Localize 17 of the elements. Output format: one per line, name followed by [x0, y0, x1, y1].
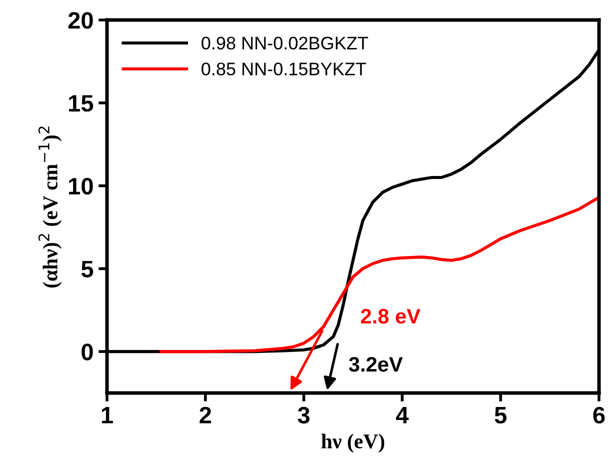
- y-tick-label: 5: [81, 260, 94, 278]
- x-tick-label: 2: [200, 406, 212, 424]
- x-tick-label: 4: [396, 407, 409, 424]
- legend-label: 0.98 NN-0.02BGKZT: [202, 36, 368, 50]
- y-tick-label: 10: [69, 178, 93, 195]
- y-tick-label: 15: [69, 95, 94, 112]
- annotation: 2.8 eV: [361, 308, 420, 324]
- x-axis-title: hν (eV): [321, 434, 384, 453]
- y-tick-label: 0: [82, 344, 93, 360]
- x-tick-label: 1: [102, 407, 113, 424]
- annotation: 3.2eV: [348, 356, 403, 372]
- x-tick-label: 5: [494, 407, 507, 424]
- y-axis-title: (αhν)$^{2}$ (eV cm$^{−1}$)$^{2}$: [38, 126, 62, 288]
- legend-label: 0.85 NN-0.15BYKZT: [202, 62, 366, 76]
- x-tick-label: 6: [593, 406, 605, 424]
- y-tick-label: 20: [68, 12, 93, 29]
- x-tick-label: 3: [298, 406, 310, 424]
